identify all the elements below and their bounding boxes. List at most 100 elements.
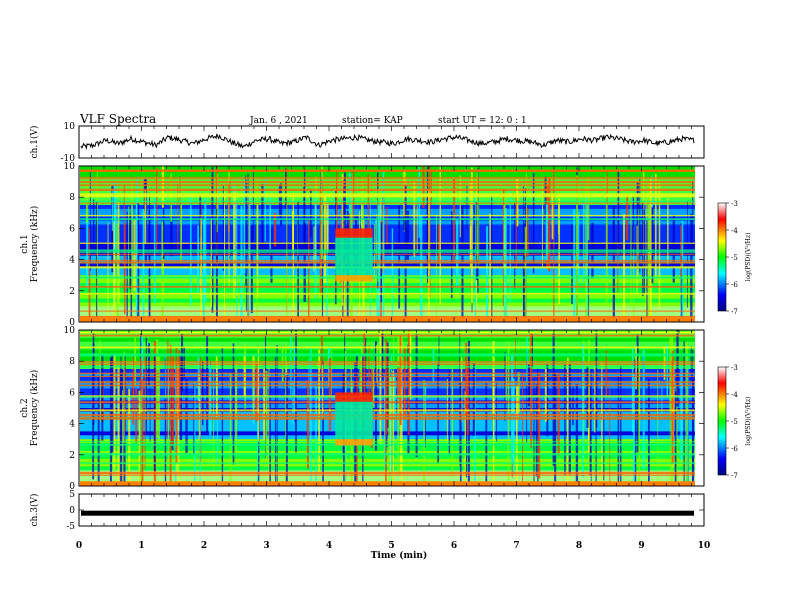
spectrogram-band	[80, 263, 695, 268]
spectrogram-band	[80, 286, 695, 292]
spectrogram-streak	[609, 378, 611, 486]
spectrogram-streak	[200, 217, 202, 322]
ch2-spectrogram-panel: 0 2 4 6 8 10 ch.2 Frequency (kHz)	[20, 326, 705, 492]
spectrogram-streak	[320, 166, 324, 260]
spectrogram-band	[80, 294, 695, 300]
x-tick-label: 6	[451, 541, 457, 551]
spectrogram-streak	[367, 174, 370, 275]
ch3-waveform-panel: 5 0 -5 ch.3(V)	[29, 490, 705, 532]
spectrogram-event-line	[335, 392, 373, 402]
spectrogram-band	[80, 267, 695, 272]
spectrogram-streak	[680, 366, 683, 461]
spectrogram-band	[80, 271, 695, 276]
spectrogram-streak	[617, 171, 620, 249]
spectrogram-streak	[175, 347, 178, 463]
spectrogram-band	[80, 431, 695, 436]
spectrogram-streak	[379, 330, 382, 445]
spectrogram-streak	[594, 365, 596, 433]
spectrogram-streak	[472, 363, 476, 436]
y-tick-label: -10	[61, 154, 76, 164]
ch1-series-line	[80, 133, 695, 150]
spectrogram-line	[80, 416, 695, 419]
y-tick-label: 10	[64, 122, 76, 132]
spectrogram-streak	[437, 363, 439, 463]
spectrogram-streak	[273, 213, 277, 247]
spectrogram-streak	[215, 208, 218, 322]
spectrogram-streak	[183, 346, 186, 380]
spectrogram-streak	[172, 356, 174, 446]
date-label: Jan. 6 , 2021	[249, 116, 308, 126]
spectrogram-streak	[651, 207, 654, 284]
spectrogram-streak	[126, 211, 128, 322]
spectrogram-streak	[603, 385, 605, 481]
y-tick-label: 0	[69, 482, 75, 492]
spectrogram-streak	[654, 174, 657, 279]
spectrogram-line	[80, 384, 695, 387]
spectrogram-band	[80, 466, 695, 471]
spectrogram-line	[80, 413, 695, 417]
spectrogram-line	[80, 462, 695, 464]
spectrogram-line	[80, 354, 695, 357]
spectrogram-streak	[466, 185, 468, 230]
spectrogram-streak	[392, 370, 394, 486]
x-tick-label: 9	[638, 541, 644, 551]
spectrogram-streak	[222, 185, 224, 272]
spectrogram-streak	[631, 346, 634, 433]
spectrogram-streak	[634, 359, 637, 486]
spectrogram-streak	[109, 357, 112, 486]
spectrogram-streak	[245, 181, 247, 312]
spectrogram-streak	[675, 385, 678, 486]
spectrogram-streak	[639, 178, 641, 273]
spectrogram-streak	[491, 194, 493, 322]
spectrogram-band	[80, 302, 695, 307]
y-tick-label: 10	[64, 326, 76, 336]
spectrogram-streak	[588, 209, 590, 322]
spectrogram-line	[80, 188, 695, 192]
spectrogram-streak	[511, 354, 514, 463]
colorbar-tick-label: -6	[731, 281, 738, 289]
spectrogram-gap	[695, 330, 704, 486]
spectrogram-line	[80, 471, 695, 474]
spectrogram-streak	[292, 192, 294, 322]
spectrogram-streak	[541, 183, 543, 267]
spectrogram-band	[80, 189, 695, 194]
spectrogram-streak	[313, 226, 315, 272]
spectrogram-streak	[286, 178, 288, 322]
spectrogram-streak	[492, 341, 495, 415]
spectrogram-streak	[552, 333, 555, 466]
spectrogram-streak	[228, 171, 230, 288]
spectrogram-streak	[465, 342, 468, 416]
spectrogram-streak	[453, 179, 456, 264]
spectrogram-line	[80, 176, 695, 178]
spectrogram-streak	[113, 354, 116, 470]
spectrogram-streak	[530, 332, 533, 448]
spectrogram-streak	[398, 205, 401, 309]
spectrogram-streak	[232, 343, 235, 465]
spectrogram-streak	[199, 380, 201, 486]
spectrogram-streak	[532, 173, 535, 274]
spectrogram-streak	[375, 220, 377, 256]
spectrogram-streak	[270, 228, 273, 283]
spectrogram-line	[80, 331, 695, 334]
spectrogram-streak	[636, 225, 638, 294]
spectrogram-streak	[132, 371, 135, 425]
spectrogram-streak	[128, 388, 131, 486]
spectrogram-line	[80, 315, 695, 318]
spectrogram-band	[80, 185, 695, 190]
spectrogram-streak	[269, 377, 271, 486]
spectrogram-streak	[168, 361, 169, 466]
spectrogram-streak	[92, 343, 95, 425]
spectrogram-streak	[517, 372, 520, 413]
spectrogram-streak	[257, 366, 259, 486]
spectrogram-line	[80, 200, 695, 203]
y-axis-label: Frequency (kHz)	[29, 370, 40, 447]
spectrogram-streak	[365, 337, 367, 412]
y-axis-label: Frequency (kHz)	[29, 206, 40, 283]
spectrogram-line	[80, 285, 695, 288]
spectrogram-streak	[525, 172, 527, 250]
spectrogram-streak	[523, 223, 525, 322]
spectrogram-streak	[314, 190, 317, 299]
spectrogram-streak	[250, 225, 253, 314]
x-tick-label: 1	[138, 541, 144, 551]
spectrogram-streak	[514, 338, 516, 376]
